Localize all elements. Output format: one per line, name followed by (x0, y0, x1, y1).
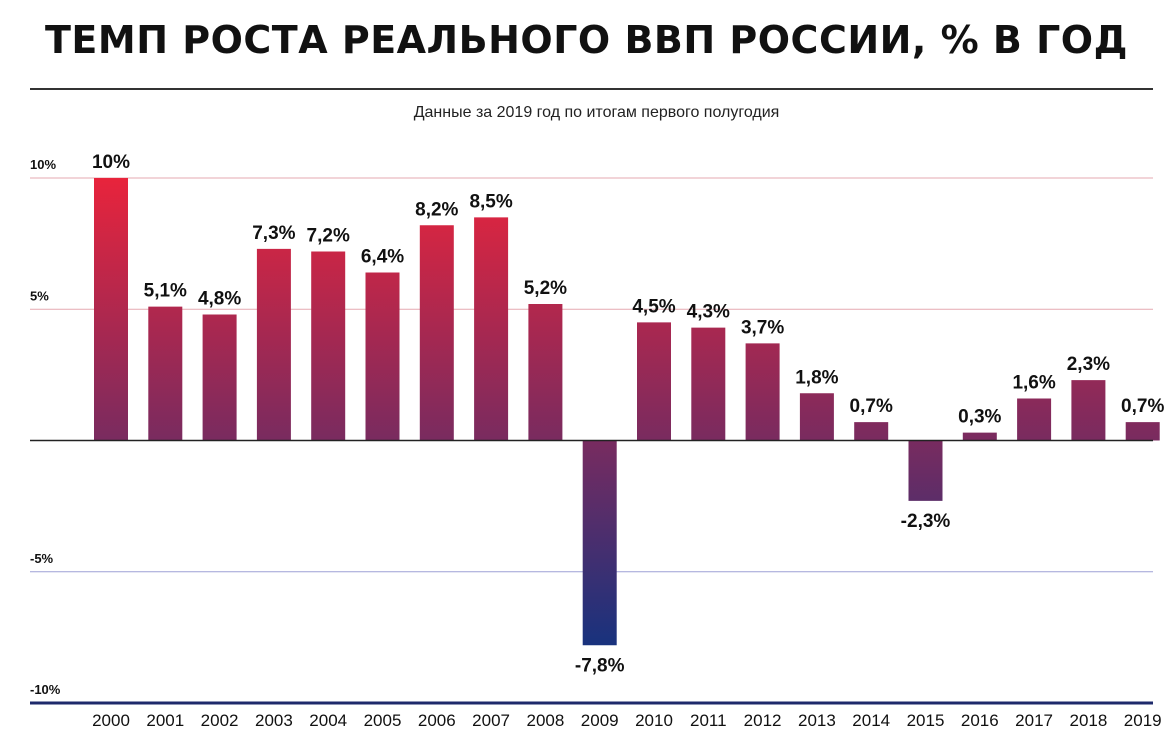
bar-2015 (908, 440, 943, 501)
data-labels: 10% 5,1% 4,8% 7,3% 7,2% 6,4% 8,2% 8,5% 5,2% -7,8%… (92, 152, 1164, 676)
data-label-2008: 5,2% (524, 278, 567, 299)
data-label-2005: 6,4% (361, 247, 404, 268)
data-label-2004: 7,2% (307, 226, 350, 247)
bar-2008 (528, 304, 563, 441)
x-tick-label: 2007 (472, 711, 510, 730)
x-tick-label: 2012 (744, 711, 782, 730)
data-label-2003: 7,3% (252, 223, 295, 244)
bar-2018 (1071, 380, 1106, 441)
data-label-2001: 5,1% (144, 281, 187, 302)
y-tick-label: 5% (30, 288, 49, 303)
data-label-2017: 1,6% (1012, 373, 1055, 394)
data-label-2018: 2,3% (1067, 354, 1110, 375)
bar-2000 (94, 178, 128, 441)
data-label-2013: 1,8% (795, 367, 838, 388)
chart-title: ТЕМП РОСТА РЕАЛЬНОГО ВВП РОССИИ, % В ГОД (45, 18, 1128, 62)
bar-2010 (637, 322, 671, 441)
bar-2017 (1017, 398, 1052, 441)
x-tick-label: 2016 (961, 711, 999, 730)
data-label-2011: 4,3% (687, 302, 730, 323)
data-label-2016: 0,3% (958, 407, 1001, 428)
data-label-2007: 8,5% (469, 191, 512, 212)
bar-2014 (854, 422, 889, 441)
bar-2009 (582, 440, 617, 646)
x-tick-label: 2001 (146, 711, 184, 730)
x-tick-label: 2017 (1015, 711, 1053, 730)
bar-2013 (799, 393, 834, 441)
bar-2002 (202, 314, 237, 441)
x-tick-label: 2015 (907, 711, 945, 730)
title-divider (30, 88, 1153, 90)
x-tick-label: 2014 (852, 711, 890, 730)
x-tick-label: 2003 (255, 711, 293, 730)
y-tick-label: 10% (30, 157, 56, 172)
bar-2011 (691, 327, 726, 441)
bar-2005 (365, 272, 400, 441)
bar-2006 (419, 225, 454, 441)
bar-2012 (745, 343, 780, 441)
x-tick-label: 2006 (418, 711, 456, 730)
bar-2004 (311, 251, 346, 441)
data-label-2006: 8,2% (415, 199, 458, 220)
bar-2001 (148, 306, 183, 441)
bar-2007 (474, 217, 509, 441)
x-tick-label: 2019 (1124, 711, 1162, 730)
chart-subtitle: Данные за 2019 год по итогам первого пол… (413, 104, 780, 121)
y-tick-label: -10% (30, 682, 61, 697)
y-tick-label: -5% (30, 551, 54, 566)
x-tick-label: 2013 (798, 711, 836, 730)
data-label-2012: 3,7% (741, 317, 784, 338)
x-tick-label: 2011 (690, 711, 727, 730)
x-tick-label: 2009 (581, 711, 619, 730)
x-tick-label: 2002 (201, 711, 239, 730)
data-label-2015: -2,3% (901, 511, 951, 532)
x-tick-label: 2008 (526, 711, 564, 730)
x-tick-label: 2018 (1069, 711, 1107, 730)
data-label-2019: 0,7% (1121, 396, 1164, 417)
data-label-2000: 10% (92, 152, 130, 173)
bars (94, 178, 1160, 646)
x-tick-label: 2005 (364, 711, 402, 730)
data-label-2010: 4,5% (632, 296, 675, 317)
x-tick-label: 2010 (635, 711, 673, 730)
data-label-2014: 0,7% (850, 396, 893, 417)
axes: 10% 5% -5% -10% 2000 2001 2002 2003 2004 2005 2006… (30, 157, 1162, 730)
data-label-2002: 4,8% (198, 289, 241, 310)
bar-2019 (1125, 422, 1160, 441)
bar-2003 (256, 248, 291, 441)
bar-2016 (962, 432, 997, 441)
x-tick-label: 2004 (309, 711, 347, 730)
x-tick-label: 2000 (92, 711, 130, 730)
data-label-2009: -7,8% (575, 655, 625, 676)
